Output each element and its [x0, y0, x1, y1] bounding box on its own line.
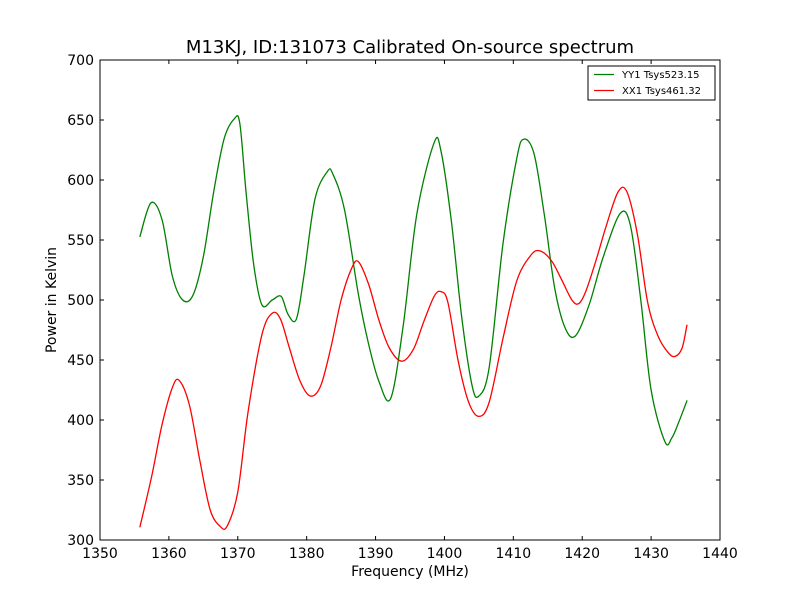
x-tick-label: 1390 [358, 546, 394, 562]
x-axis-title: Frequency (MHz) [351, 564, 469, 580]
x-tick-label: 1400 [427, 546, 463, 562]
x-tick-label: 1420 [564, 546, 600, 562]
legend-label-yy1: YY1 Tsys523.15 [621, 70, 700, 81]
y-tick-label: 600 [67, 173, 94, 189]
series-line-xx1 [139, 186, 688, 530]
y-tick-label: 500 [67, 293, 94, 309]
y-tick-label: 450 [67, 353, 94, 369]
legend: YY1 Tsys523.15 XX1 Tsys461.32 [587, 65, 716, 101]
x-tick-label: 1360 [151, 546, 187, 562]
x-tick-label: 1350 [82, 546, 118, 562]
ticks-layer: 1350 1360 1370 1380 1390 1400 1410 1420 1430 1440… [67, 53, 738, 562]
series-layer [139, 115, 688, 530]
legend-label-xx1: XX1 Tsys461.32 [622, 86, 701, 97]
y-tick-label: 350 [67, 473, 94, 489]
series-line-yy1 [139, 115, 688, 446]
x-tick-label: 1410 [496, 546, 532, 562]
x-tick-label: 1430 [633, 546, 669, 562]
x-tick-label: 1440 [702, 546, 738, 562]
plot-area [100, 60, 720, 540]
chart-title: M13KJ, ID:131073 Calibrated On-source sp… [186, 37, 634, 58]
y-tick-label: 550 [67, 233, 94, 249]
y-tick-label: 700 [67, 53, 94, 69]
y-axis-title: Power in Kelvin [44, 247, 60, 353]
y-tick-label: 300 [67, 533, 94, 549]
y-tick-label: 650 [67, 113, 94, 129]
x-tick-label: 1380 [289, 546, 325, 562]
legend-box [587, 65, 716, 101]
y-tick-label: 400 [67, 413, 94, 429]
x-tick-label: 1370 [220, 546, 256, 562]
